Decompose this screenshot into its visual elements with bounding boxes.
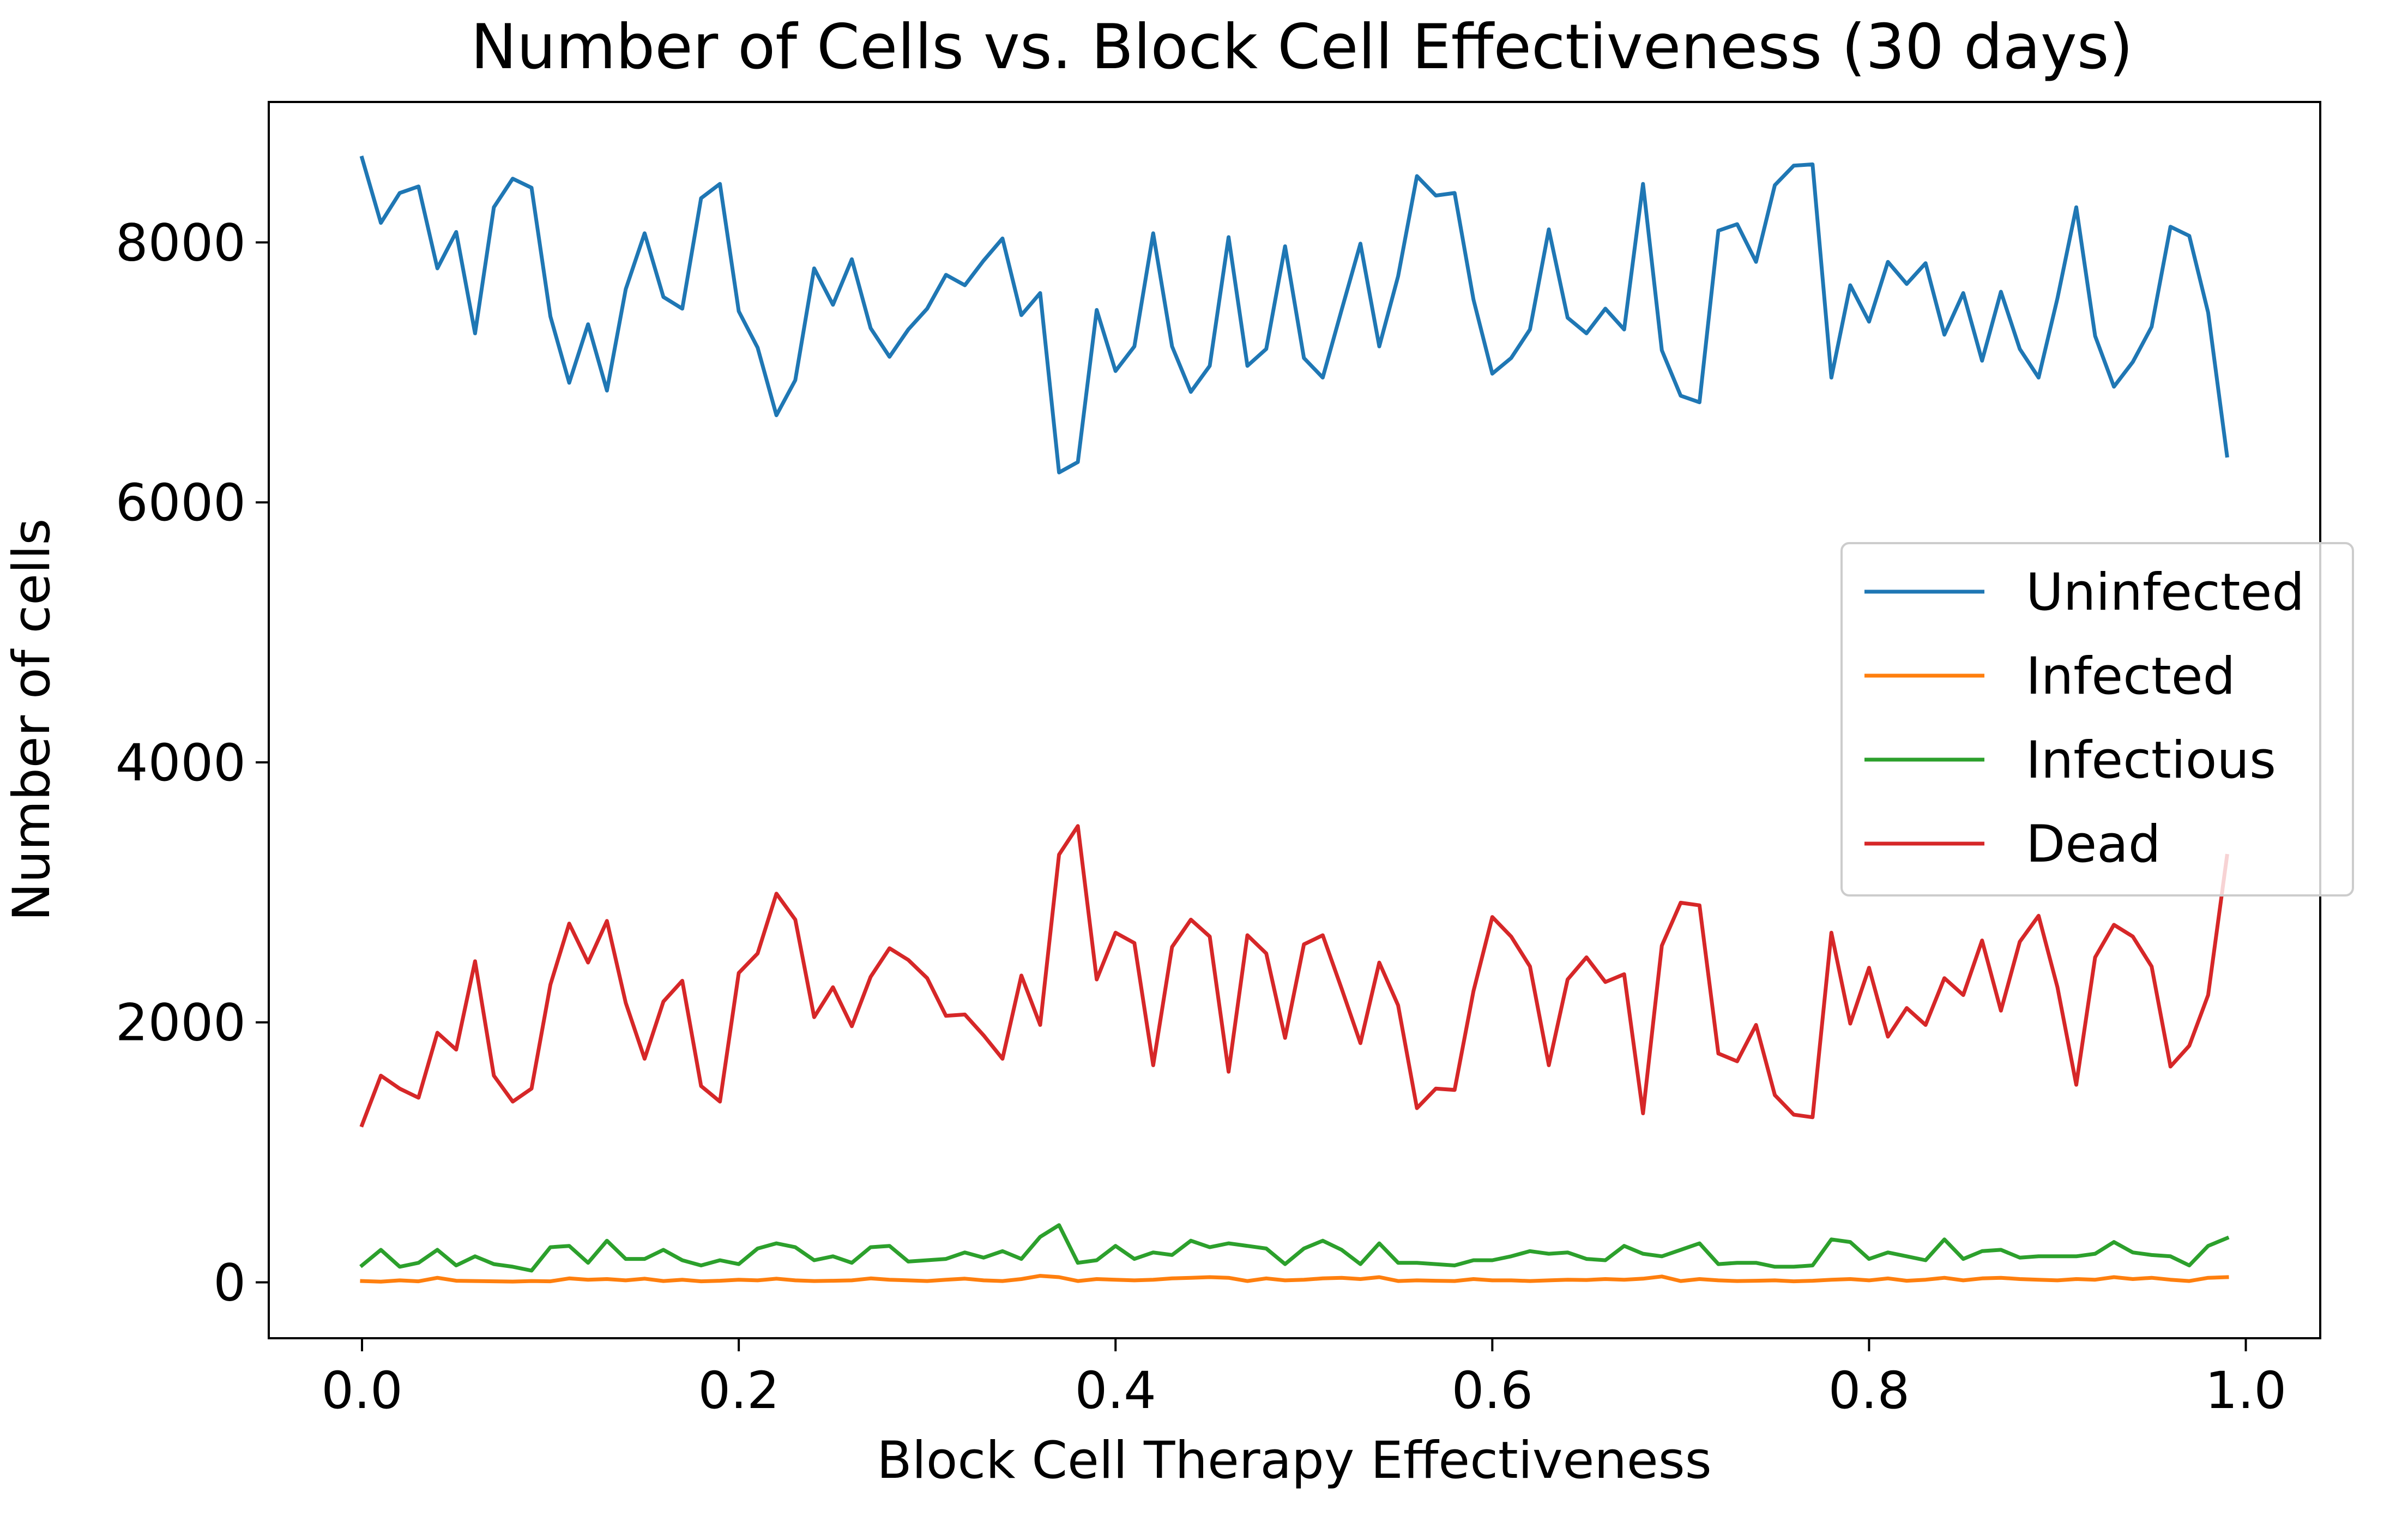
- series-line-dead: [359, 824, 2229, 1128]
- y-tick-label: 2000: [116, 994, 246, 1053]
- y-tick-label: 8000: [116, 213, 246, 273]
- y-axis-label: Number of cells: [2, 519, 62, 922]
- x-tick-label: 0.2: [698, 1361, 780, 1421]
- series-line-infectious: [359, 1223, 2230, 1273]
- legend-label-infected: Infected: [2026, 647, 2235, 706]
- legend-label-dead: Dead: [2026, 815, 2160, 874]
- legend-box: [1840, 542, 2354, 897]
- y-axis: 0 2000 4000 6000 8000: [116, 213, 269, 1313]
- series-line-uninfected: [359, 155, 2229, 474]
- legend: Uninfected Infected Infectious Dead: [1840, 542, 2354, 897]
- x-tick-label: 0.0: [321, 1361, 403, 1421]
- x-tick-label: 0.6: [1452, 1361, 1534, 1421]
- x-tick-label: 1.0: [2205, 1361, 2287, 1421]
- x-tick-label: 0.8: [1828, 1361, 1910, 1421]
- legend-label-infectious: Infectious: [2026, 731, 2276, 790]
- legend-label-uninfected: Uninfected: [2026, 563, 2304, 622]
- x-tick-label: 0.4: [1075, 1361, 1156, 1421]
- chart-title: Number of Cells vs. Block Cell Effective…: [470, 11, 2133, 83]
- legend-items: Uninfected Infected Infectious Dead: [1864, 563, 2304, 874]
- y-tick-label: 6000: [116, 473, 246, 533]
- series-line-infected: [360, 1274, 2229, 1284]
- y-tick-label: 4000: [116, 733, 246, 793]
- y-tick-label: 0: [213, 1253, 246, 1313]
- plot-lines: [359, 155, 2230, 1284]
- x-axis-label: Block Cell Therapy Effectiveness: [877, 1431, 1711, 1490]
- x-axis: 0.0 0.2 0.4 0.6 0.8 1.0: [321, 1338, 2286, 1421]
